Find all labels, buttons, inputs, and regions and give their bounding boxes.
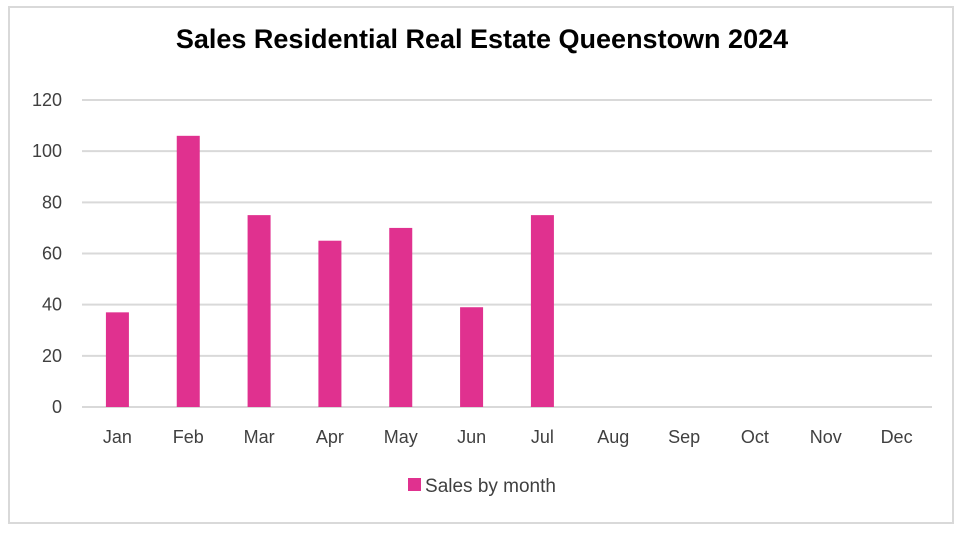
y-tick-label-40: 40 bbox=[42, 295, 62, 315]
x-tick-label-jul: Jul bbox=[531, 427, 554, 447]
y-tick-label-80: 80 bbox=[42, 192, 62, 212]
x-tick-label-sep: Sep bbox=[668, 427, 700, 447]
x-tick-label-oct: Oct bbox=[741, 427, 769, 447]
chart-title: Sales Residential Real Estate Queenstown… bbox=[175, 24, 789, 54]
x-tick-label-nov: Nov bbox=[810, 427, 842, 447]
x-tick-label-jun: Jun bbox=[457, 427, 486, 447]
bar-mar bbox=[247, 215, 271, 407]
x-tick-label-apr: Apr bbox=[316, 427, 344, 447]
y-tick-label-60: 60 bbox=[42, 244, 62, 264]
x-tick-label-feb: Feb bbox=[173, 427, 204, 447]
x-tick-label-aug: Aug bbox=[597, 427, 629, 447]
x-tick-label-mar: Mar bbox=[244, 427, 275, 447]
chart-frame bbox=[8, 6, 954, 524]
bar-apr bbox=[318, 240, 342, 407]
bar-may bbox=[389, 227, 413, 407]
y-tick-label-120: 120 bbox=[32, 90, 62, 110]
bar-jul bbox=[530, 215, 554, 407]
y-tick-label-20: 20 bbox=[42, 346, 62, 366]
y-tick-label-100: 100 bbox=[32, 141, 62, 161]
bar-feb bbox=[176, 135, 200, 408]
bar-jun bbox=[460, 307, 484, 407]
x-tick-label-may: May bbox=[384, 427, 418, 447]
legend-label: Sales by month bbox=[425, 476, 556, 497]
x-tick-label-jan: Jan bbox=[103, 427, 132, 447]
legend: Sales by month bbox=[0, 476, 964, 498]
legend-swatch bbox=[408, 478, 422, 492]
bar-jan bbox=[105, 312, 129, 407]
x-tick-label-dec: Dec bbox=[881, 427, 913, 447]
y-tick-label-0: 0 bbox=[52, 397, 62, 417]
